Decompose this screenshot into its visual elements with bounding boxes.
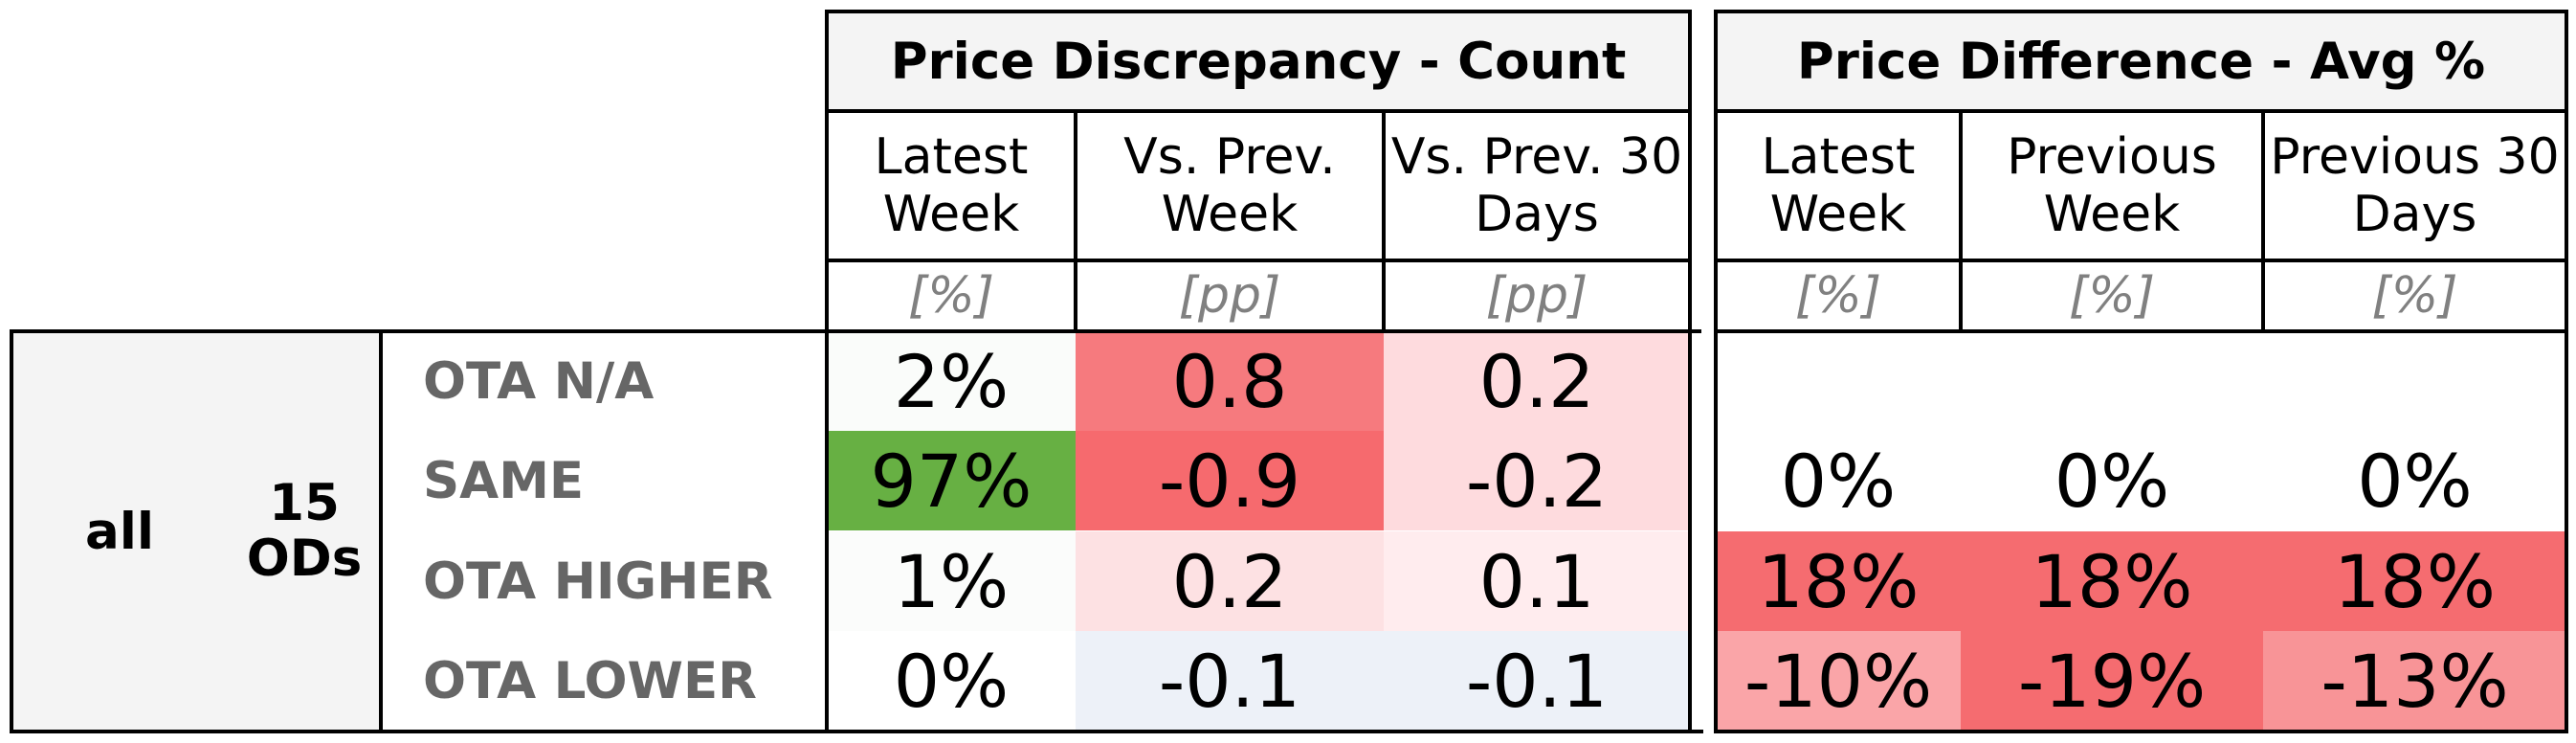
data-cell: 97% [827,431,1076,530]
group-label-ods: 15 ODs [246,474,363,588]
border-top [1716,10,2566,13]
data-cell: -13% [2263,631,2566,731]
data-cell: 0.2 [1076,531,1384,631]
data-cell: -19% [1961,631,2263,731]
border-left [1714,10,1718,733]
border-header [1716,259,2566,262]
border-title [827,109,1690,113]
data-cell: 0% [827,631,1076,731]
row-label: OTA HIGHER [423,552,773,611]
data-cell: -0.9 [1076,431,1384,530]
data-cell: 0.2 [1384,331,1690,431]
data-cell: 0.1 [1384,531,1690,631]
border-header [827,259,1690,262]
data-cell: 0% [1716,431,1961,530]
border-col [1959,111,1963,331]
column-unit: [%] [2371,267,2458,325]
data-cell: 0% [2263,431,2566,530]
data-cell: 0.8 [1076,331,1384,431]
border-col [2261,111,2265,331]
row-label: OTA LOWER [423,651,757,710]
data-cell: 18% [1716,531,1961,631]
section-title-bg [1716,11,2566,111]
data-cell [1716,331,1961,431]
group-label-all: all [84,502,155,561]
border-top [827,10,1690,13]
border-bottom [1716,730,2566,733]
column-unit: [%] [908,267,994,325]
row-label: SAME [423,451,585,510]
column-header: Latest Week [874,128,1029,243]
border-units-2 [1714,329,2568,333]
column-header: Latest Week [1761,128,1916,243]
data-cell: 18% [1961,531,2263,631]
group-label-panel [11,331,381,732]
data-cell: 18% [2263,531,2566,631]
data-cell: 2% [827,331,1076,431]
data-cell: 1% [827,531,1076,631]
border-left-block [10,329,13,733]
data-cell: -10% [1716,631,1961,731]
data-cell [1961,331,2263,431]
border-label-divider [379,331,383,732]
column-header: Vs. Prev. 30 Days [1390,128,1683,243]
section-title-bg [827,11,1690,111]
section-title: Price Discrepancy - Count [890,32,1627,91]
data-cell: -0.2 [1384,431,1690,530]
border-title [1716,109,2566,113]
data-cell: 0% [1961,431,2263,530]
border-col [1382,111,1386,331]
data-cell: -0.1 [1076,631,1384,731]
column-unit: [%] [2069,267,2155,325]
column-header: Previous 30 Days [2270,128,2560,243]
border-bottom-left [10,730,1703,733]
column-unit: [pp] [1178,267,1281,325]
border-right [1688,10,1692,733]
border-units [10,329,1701,333]
border-right [2565,10,2568,733]
row-label: OTA N/A [423,351,655,411]
section-title: Price Difference - Avg % [1796,32,2486,91]
column-header: Vs. Prev. Week [1123,128,1336,243]
data-cell [2263,331,2566,431]
border-left [825,10,829,733]
data-cell: -0.1 [1384,631,1690,731]
column-unit: [%] [1795,267,1881,325]
column-header: Previous Week [2007,128,2217,243]
border-col [1074,111,1077,331]
column-unit: [pp] [1485,267,1588,325]
